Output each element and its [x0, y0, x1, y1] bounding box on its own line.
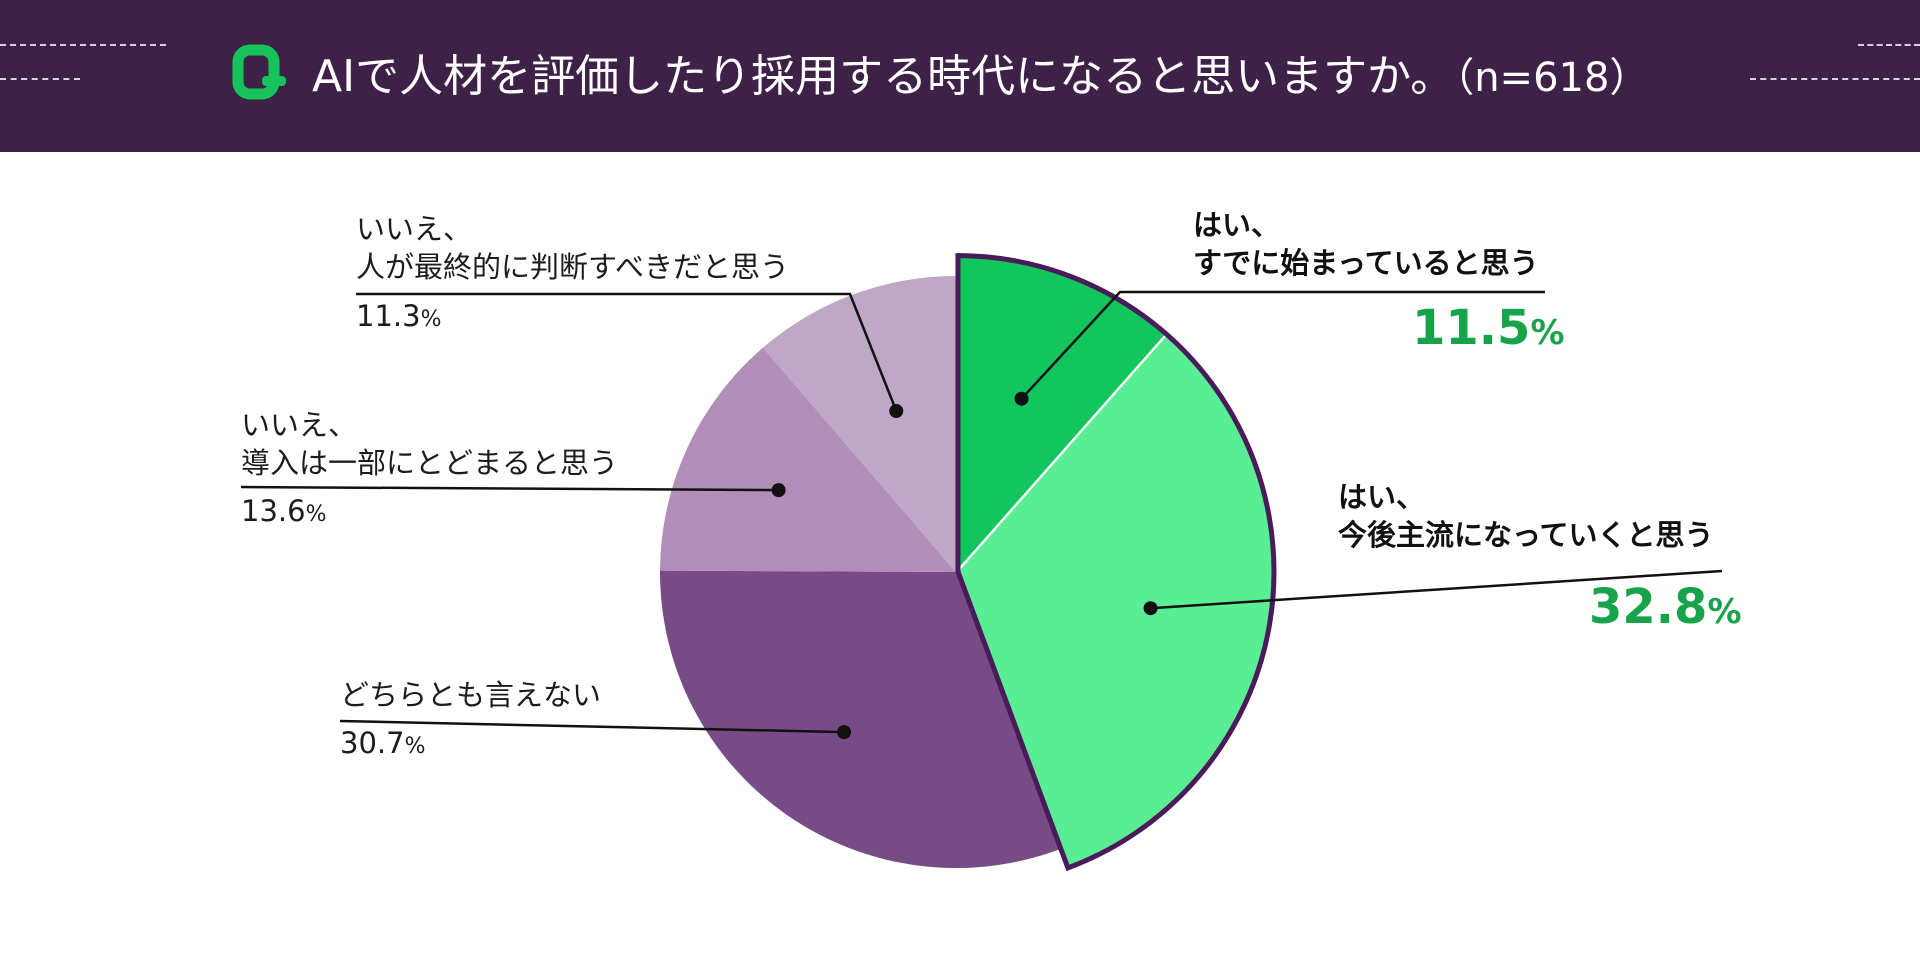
slice-label-1-line2: 今後主流になっていくと思う	[1338, 518, 1714, 552]
slice-value-2-unit: %	[404, 734, 426, 759]
slice-label-1: はい、 今後主流になっていくと思う	[1338, 478, 1714, 554]
slice-label-0-line2: すでに始まっていると思う	[1193, 246, 1539, 280]
slice-value-3-unit: %	[305, 502, 327, 527]
slice-label-1-line1: はい、	[1338, 480, 1426, 514]
leader-line-0	[1020, 290, 1545, 400]
sample-size: （n=618）	[1454, 55, 1650, 101]
slice-label-4: いいえ、 人が最終的に判断すべきだと思う	[356, 210, 789, 286]
leader-dot-4	[889, 404, 904, 419]
leader-line-4	[356, 292, 898, 412]
slice-value-3: 13.6%	[241, 494, 326, 528]
leader-dot-2	[837, 725, 852, 740]
pie-slice-1	[957, 335, 1274, 869]
header-bar: AIで人材を評価したり採用する時代になると思いますか。（n=618）	[0, 0, 1920, 152]
page-title: AIで人材を評価したり採用する時代になると思いますか。（n=618）	[312, 42, 1649, 112]
highlight-outline	[955, 253, 1277, 872]
leader-dot-3	[771, 483, 786, 498]
leader-dot-1	[1143, 601, 1158, 616]
slice-label-3-line1: いいえ、	[241, 408, 358, 442]
leader-line-3	[240, 485, 779, 492]
header-dash-right-top	[1858, 44, 1920, 46]
header-dash-left-bottom	[0, 78, 80, 80]
slice-label-0: はい、 すでに始まっていると思う	[1193, 206, 1539, 282]
brand-logo-icon	[232, 44, 286, 100]
slice-value-4: 11.3%	[356, 299, 441, 333]
slice-value-1: 32.8%	[1589, 579, 1742, 635]
slice-value-0-number: 11.5	[1412, 300, 1531, 356]
slice-value-3-number: 13.6	[241, 494, 306, 528]
slice-label-2: どちらとも言えない	[340, 676, 601, 714]
slice-value-2: 30.7%	[340, 726, 425, 760]
slice-value-4-number: 11.3	[356, 299, 421, 333]
slice-value-1-unit: %	[1707, 592, 1742, 632]
slice-value-2-number: 30.7	[340, 726, 405, 760]
header-dash-left-top	[0, 44, 166, 46]
pie-slice-0	[956, 254, 1166, 571]
pie-slice-3	[660, 347, 956, 572]
slice-label-0-line1: はい、	[1193, 208, 1281, 242]
slice-label-4-line2: 人が最終的に判断すべきだと思う	[356, 250, 789, 284]
slice-value-4-unit: %	[420, 307, 442, 332]
slice-value-0-unit: %	[1530, 313, 1565, 353]
leader-dot-0	[1014, 391, 1029, 406]
leader-line-2	[339, 719, 845, 734]
pie-slice-2	[660, 570, 1059, 869]
question-text: AIで人材を評価したり採用する時代になると思いますか。	[312, 51, 1455, 102]
slice-label-4-line1: いいえ、	[356, 212, 473, 246]
slice-label-3: いいえ、 導入は一部にとどまると思う	[241, 406, 618, 482]
slice-value-0: 11.5%	[1412, 300, 1565, 356]
pie-slice-4	[762, 276, 956, 572]
slice-label-2-line2: どちらとも言えない	[340, 678, 602, 712]
slice-label-3-line2: 導入は一部にとどまると思う	[241, 446, 619, 480]
slice-value-1-number: 32.8	[1589, 579, 1708, 635]
header-dash-right-bottom	[1750, 78, 1920, 80]
leader-line-1	[1150, 569, 1723, 610]
